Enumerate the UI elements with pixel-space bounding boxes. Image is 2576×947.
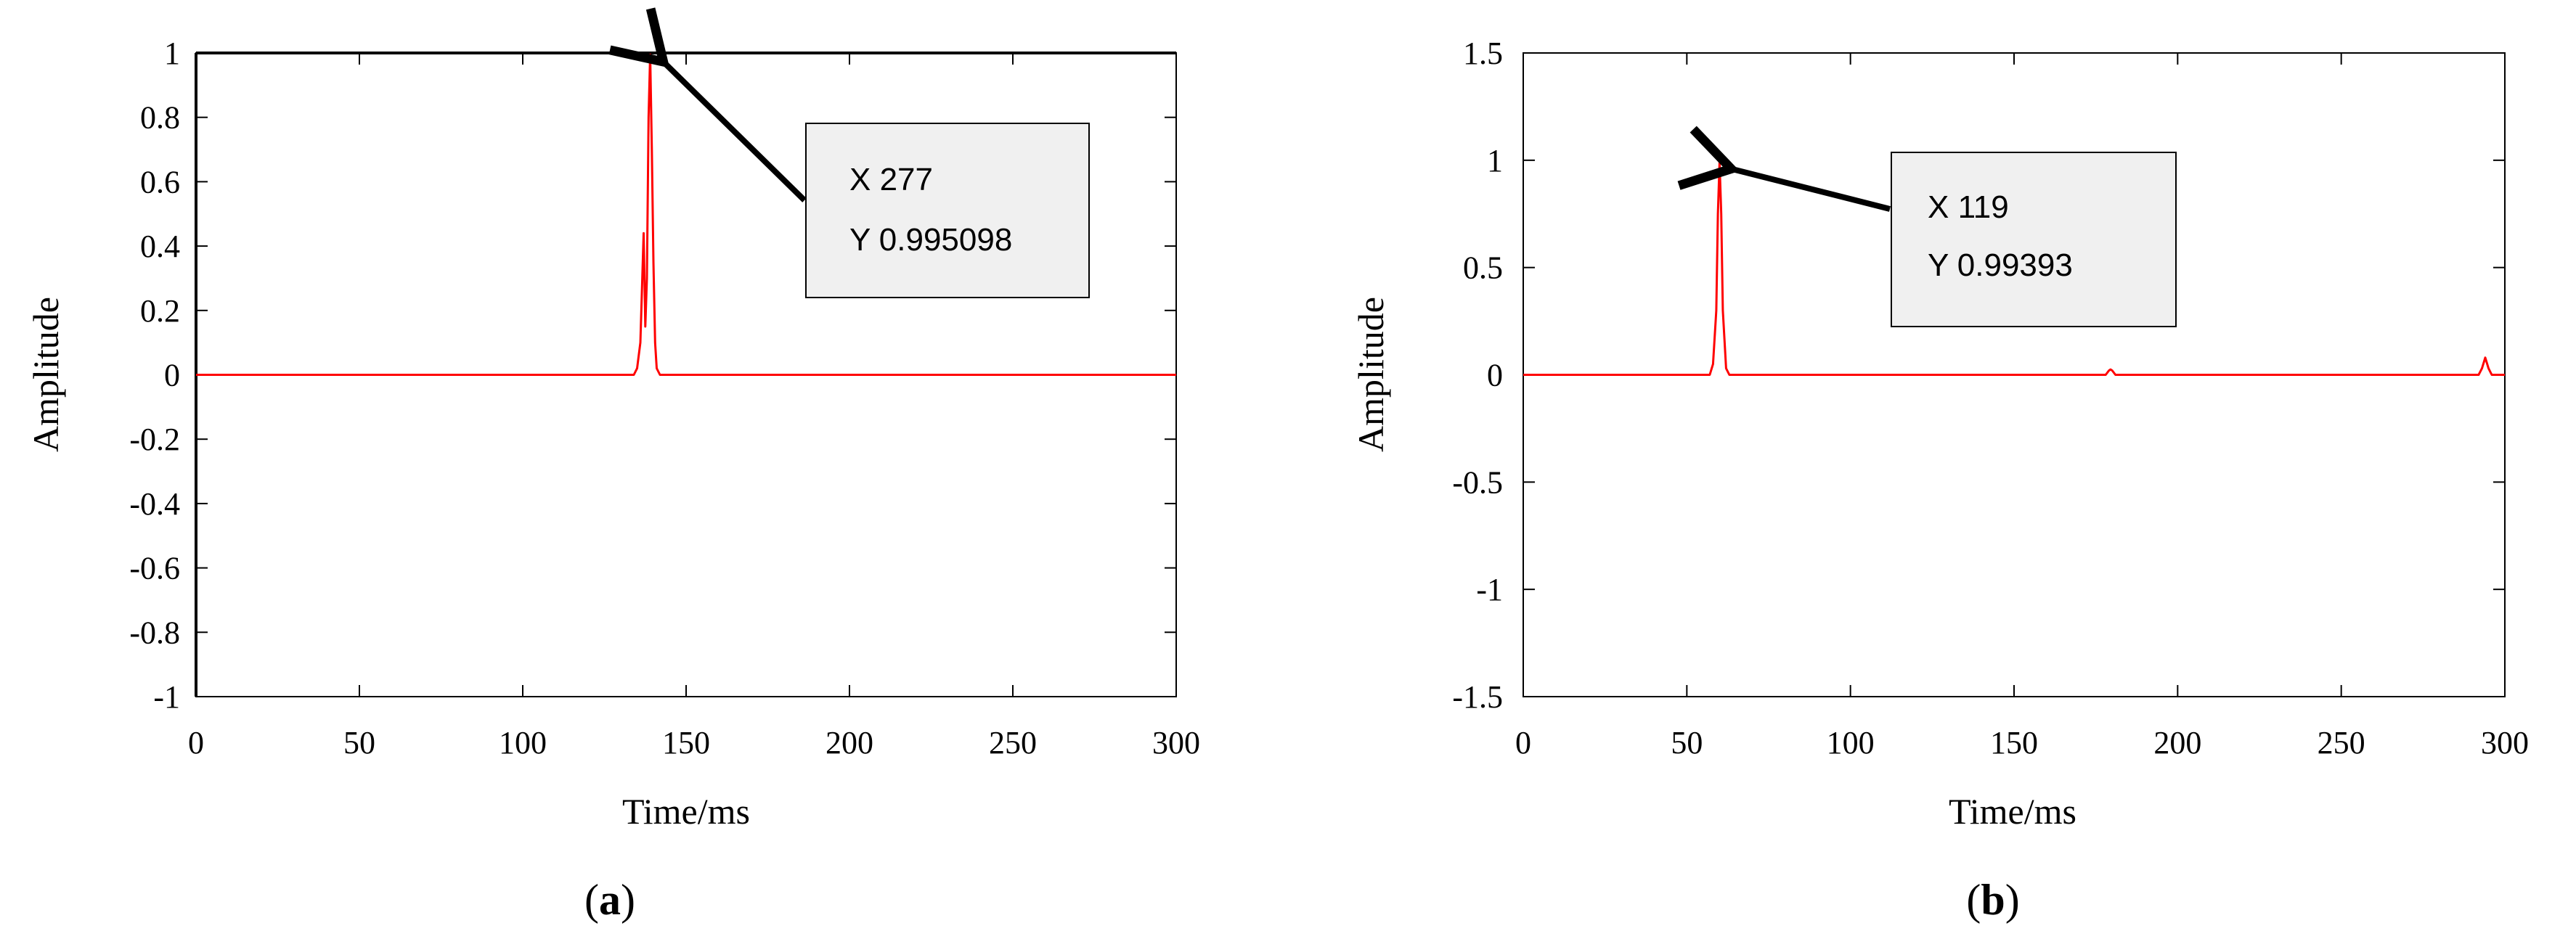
- datatip-x-label: X 277: [849, 162, 933, 197]
- x-axis-title: Time/ms: [1949, 791, 2076, 832]
- datatip-box: [805, 123, 1090, 298]
- x-tick-label: 100: [499, 725, 547, 761]
- chart-panel-b: 1.5 1 0.5 0 -0.5 -1 -1.5 0 50 100 150 200 250 300 X …: [1350, 36, 2529, 924]
- x-axis-ticks: 0 50 100 150 200 250 300: [188, 53, 1200, 761]
- x-tick-label: 150: [1990, 725, 2038, 761]
- series-group: [196, 53, 1176, 376]
- y-tick-label: 0: [164, 358, 180, 393]
- x-axis-title: Time/ms: [622, 791, 750, 832]
- y-tick-label: 0.6: [140, 164, 180, 200]
- y-tick-label: 0.4: [140, 229, 180, 264]
- x-tick-label: 50: [343, 725, 375, 761]
- annotation-arrow: [1677, 126, 1891, 212]
- datatip-y-label: Y 0.995098: [849, 222, 1012, 258]
- y-tick-label: -0.4: [129, 486, 180, 522]
- y-axis-title: Amplitude: [1350, 297, 1391, 452]
- x-tick-label: 300: [2481, 725, 2529, 761]
- panel-caption-a: (a): [584, 876, 635, 924]
- y-tick-label: -1.5: [1452, 679, 1503, 715]
- y-axis-ticks: 1.5 1 0.5 0 -0.5 -1 -1.5: [1452, 36, 2505, 715]
- y-tick-label: 0.2: [140, 293, 180, 329]
- y-tick-label: -1: [1476, 572, 1503, 607]
- chart-panel-a: 1 0.8 0.6 0.4 0.2 0 -0.2 -0.4 -0.6 -0.8 -1 0 50 100 1…: [25, 7, 1200, 924]
- datatip-box: [1891, 152, 2177, 327]
- datatip-annotation: X 277 Y 0.995098: [608, 7, 1090, 298]
- y-tick-label: 1.5: [1463, 36, 1503, 71]
- annotation-arrow: [608, 7, 807, 202]
- y-tick-label: 0.8: [140, 100, 180, 136]
- y-axis-title: Amplitude: [25, 297, 66, 452]
- x-tick-label: 0: [188, 725, 204, 761]
- x-tick-label: 0: [1515, 725, 1531, 761]
- x-tick-label: 250: [2318, 725, 2365, 761]
- x-tick-label: 200: [2153, 725, 2201, 761]
- y-tick-label: 1: [164, 36, 180, 71]
- y-tick-label: -0.2: [129, 422, 180, 457]
- panel-caption-b: (b): [1966, 876, 2019, 924]
- y-tick-label: -0.8: [129, 615, 180, 650]
- x-tick-label: 50: [1671, 725, 1703, 761]
- x-tick-label: 100: [1827, 725, 1875, 761]
- datatip-x-label: X 119: [1928, 189, 2009, 225]
- y-tick-label: 1: [1487, 143, 1503, 179]
- y-tick-label: 0: [1487, 358, 1503, 393]
- y-tick-label: 0.5: [1463, 250, 1503, 286]
- x-tick-label: 300: [1152, 725, 1200, 761]
- datatip-y-label: Y 0.99393: [1928, 247, 2073, 283]
- y-axis-ticks: 1 0.8 0.6 0.4 0.2 0 -0.2 -0.4 -0.6 -0.8 -1: [129, 36, 1176, 715]
- series-line: [1523, 161, 2505, 376]
- datatip-annotation: X 119 Y 0.99393: [1677, 126, 2177, 327]
- y-tick-label: -1: [153, 679, 180, 715]
- x-tick-label: 250: [989, 725, 1037, 761]
- series-group: [1523, 161, 2505, 376]
- x-tick-label: 200: [826, 725, 873, 761]
- series-line: [196, 53, 1176, 376]
- x-tick-label: 150: [662, 725, 710, 761]
- y-tick-label: -0.5: [1452, 464, 1503, 500]
- x-axis-ticks: 0 50 100 150 200 250 300: [1515, 53, 2529, 761]
- y-tick-label: -0.6: [129, 551, 180, 586]
